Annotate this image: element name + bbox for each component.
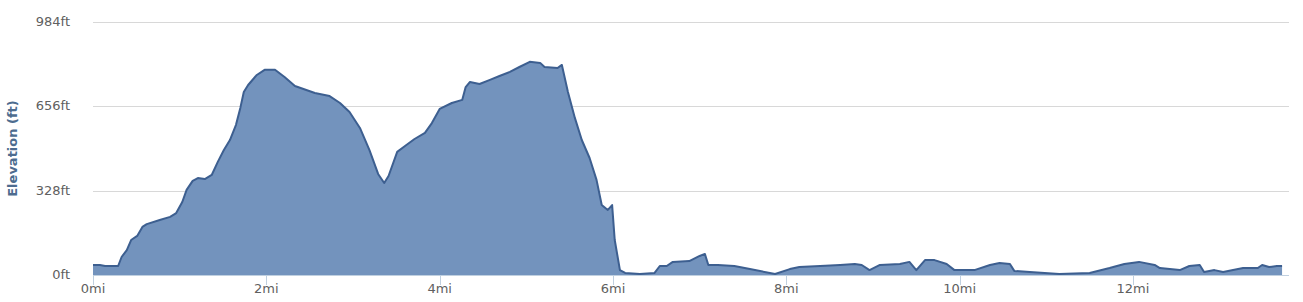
y-tick-label: 0ft	[52, 267, 70, 282]
y-tick-label: 656ft	[36, 98, 70, 113]
x-tick-label: 10mi	[943, 281, 976, 296]
y-tick-label: 984ft	[36, 14, 70, 29]
chart: 0ft 328ft 656ft 984ft 0mi 2mi 4mi 6mi 8mi 10mi 12m…	[0, 0, 1303, 302]
y-tick-label: 328ft	[36, 183, 70, 198]
grid-line	[93, 22, 1289, 23]
elevation-line	[93, 62, 1282, 274]
x-tick-label: 12mi	[1117, 281, 1150, 296]
x-tick-label: 6mi	[601, 281, 626, 296]
plot-area	[93, 62, 1282, 275]
x-tick-label: 2mi	[254, 281, 279, 296]
x-tick-label: 4mi	[427, 281, 452, 296]
x-tick-label: 8mi	[774, 281, 799, 296]
y-axis-title: Elevation (ft)	[5, 100, 20, 197]
x-tick-label: 0mi	[81, 281, 106, 296]
elevation-area	[93, 62, 1282, 275]
x-axis-line	[93, 275, 1289, 276]
